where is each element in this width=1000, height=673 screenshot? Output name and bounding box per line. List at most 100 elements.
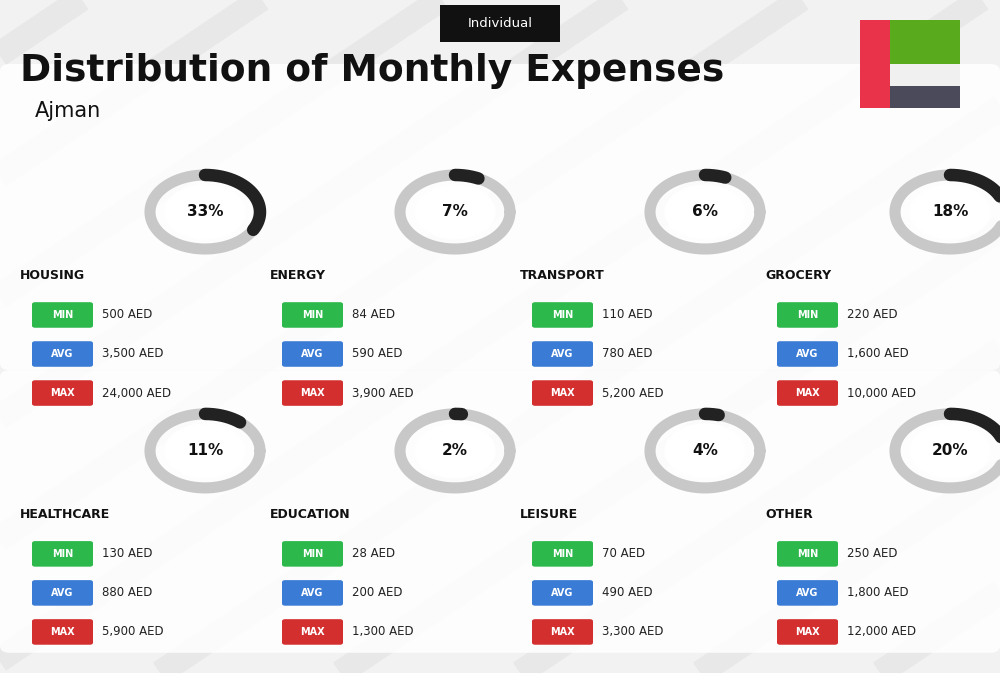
FancyBboxPatch shape [282,619,343,645]
Polygon shape [165,185,245,239]
Text: 33%: 33% [187,205,223,219]
Text: 880 AED: 880 AED [102,586,152,600]
Text: MAX: MAX [300,627,325,637]
Polygon shape [415,424,495,478]
Text: MIN: MIN [52,310,73,320]
FancyBboxPatch shape [532,302,593,328]
FancyBboxPatch shape [32,380,93,406]
Text: TRANSPORT: TRANSPORT [520,269,605,283]
Text: MIN: MIN [52,549,73,559]
FancyBboxPatch shape [532,380,593,406]
Text: AVG: AVG [551,588,574,598]
FancyBboxPatch shape [777,380,838,406]
Text: 590 AED: 590 AED [352,347,403,361]
Text: HOUSING: HOUSING [20,269,85,283]
FancyBboxPatch shape [860,20,890,108]
Text: 500 AED: 500 AED [102,308,152,322]
FancyBboxPatch shape [532,541,593,567]
Text: MIN: MIN [302,549,323,559]
Text: 11%: 11% [187,444,223,458]
Text: MIN: MIN [797,310,818,320]
Text: AVG: AVG [301,349,324,359]
Text: AVG: AVG [796,349,819,359]
FancyBboxPatch shape [890,64,960,86]
FancyBboxPatch shape [440,5,560,42]
Text: MAX: MAX [50,627,75,637]
Text: MAX: MAX [795,388,820,398]
FancyBboxPatch shape [32,619,93,645]
FancyBboxPatch shape [0,370,1000,653]
FancyBboxPatch shape [532,580,593,606]
Text: AVG: AVG [551,349,574,359]
FancyBboxPatch shape [890,86,960,108]
FancyBboxPatch shape [532,619,593,645]
Text: Distribution of Monthly Expenses: Distribution of Monthly Expenses [20,52,724,89]
FancyBboxPatch shape [0,64,1000,370]
Text: 1,300 AED: 1,300 AED [352,625,414,639]
Text: MAX: MAX [550,627,575,637]
FancyBboxPatch shape [32,580,93,606]
Polygon shape [665,185,745,239]
Text: 28 AED: 28 AED [352,547,395,561]
Text: 3,500 AED: 3,500 AED [102,347,164,361]
Text: MIN: MIN [552,310,573,320]
Text: 130 AED: 130 AED [102,547,152,561]
Text: 5,200 AED: 5,200 AED [602,386,664,400]
Text: MIN: MIN [302,310,323,320]
FancyBboxPatch shape [32,341,93,367]
Text: MAX: MAX [50,388,75,398]
Text: HEALTHCARE: HEALTHCARE [20,508,110,522]
Text: 84 AED: 84 AED [352,308,395,322]
Text: 12,000 AED: 12,000 AED [847,625,916,639]
Text: MIN: MIN [552,549,573,559]
Text: AVG: AVG [51,588,74,598]
FancyBboxPatch shape [282,580,343,606]
Text: 6%: 6% [692,205,718,219]
FancyBboxPatch shape [777,302,838,328]
Text: 200 AED: 200 AED [352,586,403,600]
FancyBboxPatch shape [777,580,838,606]
Text: AVG: AVG [301,588,324,598]
Text: 18%: 18% [932,205,968,219]
Text: LEISURE: LEISURE [520,508,578,522]
Text: MAX: MAX [550,388,575,398]
Text: 780 AED: 780 AED [602,347,653,361]
Text: MAX: MAX [300,388,325,398]
Text: 70 AED: 70 AED [602,547,645,561]
Text: MIN: MIN [797,549,818,559]
FancyBboxPatch shape [282,541,343,567]
Text: 490 AED: 490 AED [602,586,653,600]
FancyBboxPatch shape [777,619,838,645]
FancyBboxPatch shape [32,541,93,567]
Text: 4%: 4% [692,444,718,458]
Text: Individual: Individual [468,17,532,30]
Text: 220 AED: 220 AED [847,308,898,322]
Text: ENERGY: ENERGY [270,269,326,283]
Text: EDUCATION: EDUCATION [270,508,351,522]
FancyBboxPatch shape [777,341,838,367]
Text: 20%: 20% [932,444,968,458]
FancyBboxPatch shape [282,302,343,328]
FancyBboxPatch shape [890,20,960,64]
Polygon shape [910,424,990,478]
Text: 110 AED: 110 AED [602,308,653,322]
Text: 5,900 AED: 5,900 AED [102,625,164,639]
Text: AVG: AVG [796,588,819,598]
Text: 10,000 AED: 10,000 AED [847,386,916,400]
Text: GROCERY: GROCERY [765,269,831,283]
Text: 3,300 AED: 3,300 AED [602,625,664,639]
Text: 250 AED: 250 AED [847,547,898,561]
Text: 24,000 AED: 24,000 AED [102,386,171,400]
FancyBboxPatch shape [32,302,93,328]
Text: OTHER: OTHER [765,508,813,522]
Polygon shape [415,185,495,239]
FancyBboxPatch shape [777,541,838,567]
Polygon shape [165,424,245,478]
Text: Ajman: Ajman [35,101,101,121]
FancyBboxPatch shape [282,380,343,406]
Text: AVG: AVG [51,349,74,359]
Polygon shape [910,185,990,239]
Text: 1,600 AED: 1,600 AED [847,347,909,361]
Text: 2%: 2% [442,444,468,458]
FancyBboxPatch shape [532,341,593,367]
